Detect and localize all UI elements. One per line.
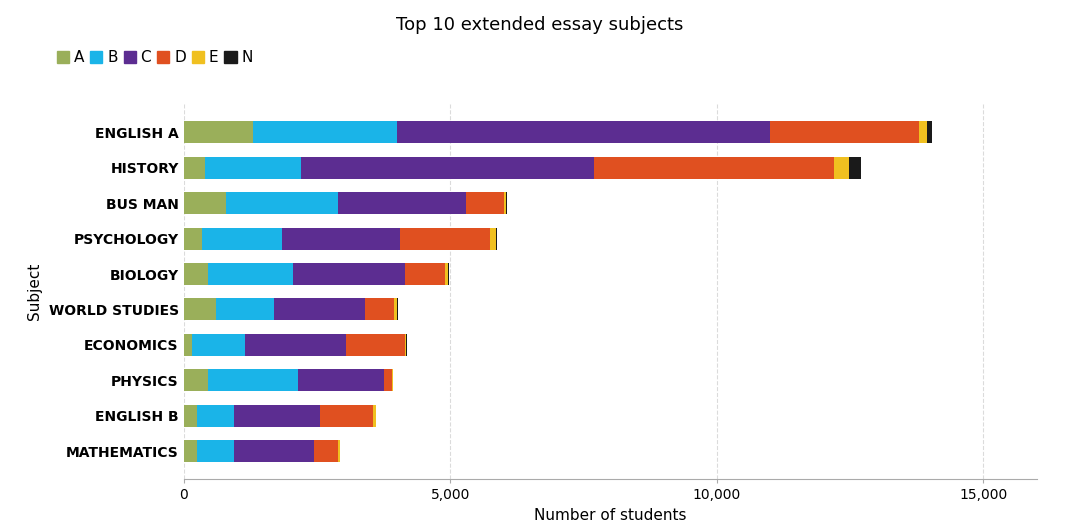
Bar [234,405,320,427]
Bar [320,405,373,427]
Bar [405,334,406,356]
Bar [301,157,594,179]
Bar [184,334,191,356]
Bar [496,228,497,250]
Bar [394,299,397,320]
Bar [197,405,234,427]
Bar [397,121,770,143]
Bar [849,157,861,179]
Bar [191,334,245,356]
Bar [184,440,197,462]
Bar [184,369,207,391]
Bar [490,228,496,250]
Y-axis label: Subject: Subject [27,263,42,320]
Bar [298,369,383,391]
Bar [282,228,400,250]
Bar [205,157,301,179]
Bar [216,299,274,320]
Bar [293,263,405,285]
Bar [207,369,298,391]
Bar [383,369,392,391]
Bar [245,334,347,356]
Bar [594,157,834,179]
Bar [770,121,919,143]
Bar [467,192,503,214]
Bar [919,121,928,143]
Bar [184,299,216,320]
Bar [347,334,405,356]
Bar [184,192,227,214]
Bar [445,263,447,285]
Bar [338,440,340,462]
Bar [373,405,376,427]
Bar [184,121,253,143]
Bar [207,263,293,285]
Bar [227,192,338,214]
Bar [338,192,467,214]
Text: Top 10 extended essay subjects: Top 10 extended essay subjects [396,16,684,34]
Bar [184,405,197,427]
Bar [834,157,849,179]
Bar [184,263,207,285]
Bar [314,440,338,462]
Bar [234,440,314,462]
Bar [184,228,202,250]
Bar [274,299,365,320]
Bar [253,121,397,143]
Bar [400,228,490,250]
Bar [197,440,234,462]
Bar [405,263,445,285]
Bar [184,157,205,179]
Bar [365,299,394,320]
Bar [928,121,932,143]
Bar [202,228,282,250]
Bar [503,192,507,214]
Legend: A, B, C, D, E, N: A, B, C, D, E, N [51,44,259,71]
X-axis label: Number of students: Number of students [534,508,687,521]
